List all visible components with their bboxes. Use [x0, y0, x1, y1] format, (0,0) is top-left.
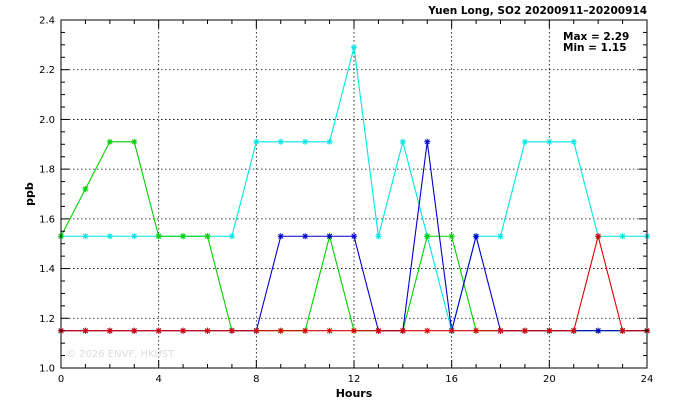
- data-point: [546, 138, 553, 145]
- data-point: [82, 233, 89, 240]
- data-point: [424, 327, 431, 334]
- x-tick-label: 4: [155, 374, 161, 385]
- data-point: [448, 233, 455, 240]
- x-tick-label: 16: [445, 374, 458, 385]
- x-tick-label: 20: [543, 374, 556, 385]
- data-point: [619, 327, 626, 334]
- data-point: [131, 138, 138, 145]
- data-point: [180, 233, 187, 240]
- data-point: [277, 138, 284, 145]
- y-tick-label: 1.2: [39, 314, 55, 325]
- data-point: [277, 327, 284, 334]
- x-tick-label: 24: [641, 374, 654, 385]
- data-point: [375, 327, 382, 334]
- data-point: [253, 327, 260, 334]
- x-tick-label: 12: [348, 374, 361, 385]
- data-point: [302, 327, 309, 334]
- data-point: [473, 233, 480, 240]
- y-tick-label: 2.0: [39, 115, 55, 126]
- data-point: [497, 327, 504, 334]
- data-point: [228, 233, 235, 240]
- data-point: [106, 138, 113, 145]
- data-point: [204, 327, 211, 334]
- y-axis-title: ppb: [23, 182, 36, 206]
- data-point: [253, 138, 260, 145]
- data-point: [131, 327, 138, 334]
- data-point: [228, 327, 235, 334]
- x-tick-label: 8: [253, 374, 259, 385]
- data-point: [277, 233, 284, 240]
- data-point: [155, 327, 162, 334]
- data-point: [106, 327, 113, 334]
- max-label: Max = 2.29: [563, 31, 629, 43]
- watermark: © 2026 ENVF, HKUST: [66, 349, 175, 360]
- data-point: [82, 186, 89, 193]
- y-tick-label: 1.8: [39, 165, 55, 176]
- data-point: [155, 233, 162, 240]
- data-point: [351, 233, 357, 240]
- data-point: [473, 327, 480, 334]
- x-axis-title: Hours: [336, 387, 373, 400]
- chart-title: Yuen Long, SO2 20200911–20200914: [427, 5, 647, 17]
- data-point: [424, 233, 431, 240]
- data-point: [204, 233, 211, 240]
- data-point: [521, 138, 528, 145]
- series-group: [58, 44, 650, 334]
- y-tick-label: 1.4: [39, 264, 55, 275]
- data-point: [497, 233, 504, 240]
- x-tick-label: 0: [58, 374, 64, 385]
- data-point: [399, 327, 406, 334]
- data-point: [546, 327, 553, 334]
- min-label: Min = 1.15: [563, 42, 627, 54]
- data-point: [570, 327, 577, 334]
- data-point: [570, 138, 577, 145]
- y-tick-label: 1.0: [39, 364, 55, 375]
- data-point: [595, 327, 602, 334]
- data-point: [326, 327, 333, 334]
- data-point: [131, 233, 138, 240]
- y-tick-label: 2.4: [39, 16, 55, 27]
- data-point: [375, 233, 382, 240]
- data-point: [619, 233, 626, 240]
- data-point: [521, 327, 528, 334]
- y-tick-label: 1.6: [39, 214, 55, 225]
- data-point: [448, 327, 455, 334]
- data-point: [326, 233, 333, 240]
- axis-ticks: 0 4 8 12 16 20 24 1.0 1.2 1.4 1.6 1.8 2.0 2.2 2.4: [39, 16, 653, 386]
- data-point: [399, 138, 406, 145]
- grid: [61, 20, 647, 368]
- data-point: [351, 327, 357, 334]
- data-point: [326, 138, 333, 145]
- y-tick-label: 2.2: [39, 65, 55, 76]
- data-point: [424, 138, 431, 145]
- data-point: [351, 44, 357, 51]
- data-point: [106, 233, 113, 240]
- data-point: [302, 138, 309, 145]
- data-point: [82, 327, 89, 334]
- data-point: [180, 327, 187, 334]
- data-point: [302, 233, 309, 240]
- data-point: [595, 233, 602, 240]
